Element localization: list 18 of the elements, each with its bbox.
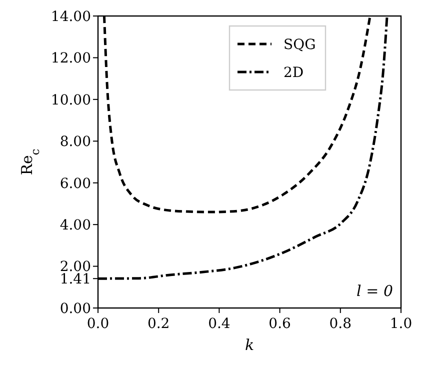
y-tick-label: 10.00 xyxy=(50,92,91,108)
x-tick-label: 0.6 xyxy=(268,316,292,332)
x-tick-label: 0.4 xyxy=(208,316,230,332)
x-tick-label: 1.0 xyxy=(390,316,412,332)
x-tick-label: 0.0 xyxy=(86,316,110,332)
legend-label: 2D xyxy=(284,64,304,81)
x-tick-label: 0.2 xyxy=(147,316,170,332)
y-tick-label: 1.41 xyxy=(60,271,91,288)
y-tick-label: 6.00 xyxy=(60,176,91,192)
x-axis-title: k xyxy=(244,336,254,354)
y-tick-label: 8.00 xyxy=(60,134,91,150)
y-tick-label: 4.00 xyxy=(60,217,91,234)
y-tick-label: 0.00 xyxy=(60,300,91,317)
legend-label: SQG xyxy=(284,36,316,53)
y-tick-label: 12.00 xyxy=(50,50,91,67)
annotation: l = 0 xyxy=(356,282,394,300)
y-tick-label: 14.00 xyxy=(50,8,91,25)
x-tick-label: 0.8 xyxy=(329,316,352,332)
